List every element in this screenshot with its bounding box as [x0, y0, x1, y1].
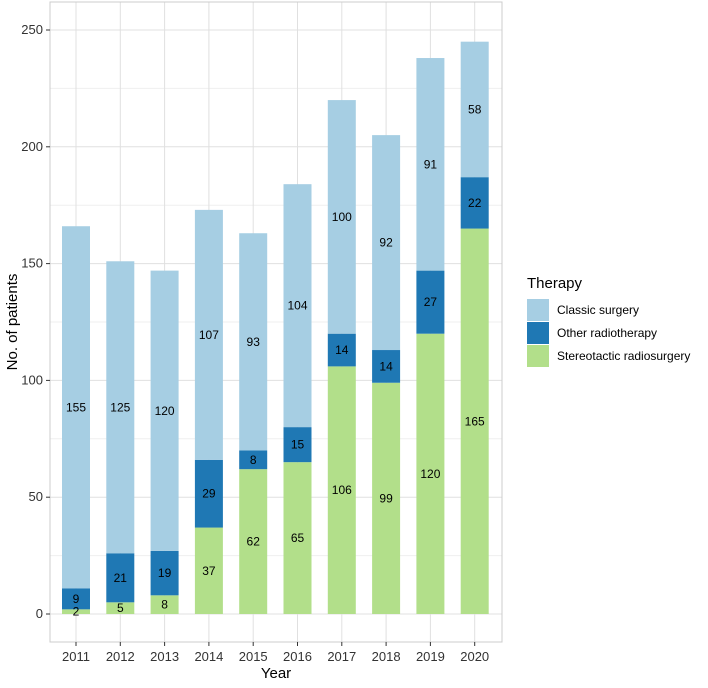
- data-label: 91: [424, 157, 438, 171]
- data-label: 107: [199, 328, 219, 342]
- data-label: 120: [420, 467, 440, 481]
- bar-segment: [106, 602, 135, 614]
- x-tick-label: 2014: [194, 649, 223, 664]
- plot-panel-border: [49, 1, 503, 643]
- bar-segment: [239, 450, 268, 470]
- data-label: 21: [114, 571, 128, 585]
- data-label: 92: [379, 236, 393, 250]
- bar-segment: [150, 270, 179, 551]
- data-label: 29: [202, 487, 216, 501]
- data-label: 93: [247, 335, 261, 349]
- data-label: 37: [202, 564, 216, 578]
- x-axis-title: Year: [261, 665, 291, 682]
- axis-layer: 0 50 100 150 200 250 2011 2012 2013 2014 2015 2016 2…: [21, 22, 489, 664]
- y-tick-label: 0: [36, 606, 43, 621]
- data-label: 99: [379, 491, 393, 505]
- y-tick-label: 100: [21, 372, 43, 387]
- data-label-layer: 29 155 5 21 125 8 19 120 37 29 107 62 8 93 65 15 104 106 1…: [66, 102, 485, 618]
- data-label: 120: [155, 404, 175, 418]
- data-label: 5: [117, 601, 124, 615]
- x-tick-label: 2011: [62, 649, 90, 664]
- bar-segment: [194, 209, 223, 460]
- x-tick-label: 2013: [150, 649, 179, 664]
- legend-title: Therapy: [527, 275, 583, 292]
- bar-segment: [327, 100, 356, 334]
- legend-key: [527, 345, 549, 367]
- y-tick-label: 250: [21, 22, 43, 37]
- data-label: 27: [424, 295, 438, 309]
- data-label: 125: [110, 400, 130, 414]
- bar-segment: [460, 41, 489, 178]
- bar-segment: [372, 382, 401, 614]
- data-label: 104: [287, 299, 307, 313]
- bar-segment: [106, 261, 135, 554]
- legend: Therapy Classic surgery Other radiotherap…: [527, 275, 690, 367]
- data-label: 165: [465, 414, 485, 428]
- x-tick-label: 2020: [460, 649, 489, 664]
- bar-segment: [327, 333, 356, 367]
- y-tick-label: 150: [21, 256, 43, 271]
- bar-segment: [416, 270, 445, 334]
- y-tick-label: 200: [21, 139, 43, 154]
- x-tick-label: 2017: [327, 649, 356, 664]
- x-tick-label: 2018: [372, 649, 401, 664]
- bar-layer: [62, 41, 489, 614]
- data-label: 65: [291, 531, 305, 545]
- data-label: 19: [158, 566, 172, 580]
- data-label: 2: [73, 605, 80, 619]
- bar-segment: [62, 226, 90, 589]
- bar-segment: [372, 135, 401, 351]
- y-axis-title: No. of patients: [4, 274, 21, 371]
- bar-segment: [372, 350, 401, 383]
- data-label: 14: [335, 343, 349, 357]
- bar-segment: [460, 228, 489, 614]
- x-tick-label: 2019: [416, 649, 445, 664]
- data-label: 58: [468, 102, 482, 116]
- data-label: 8: [161, 598, 168, 612]
- legend-label: Stereotactic radiosurgery: [557, 349, 690, 363]
- bar-segment: [327, 366, 356, 614]
- legend-label: Classic surgery: [557, 303, 639, 317]
- bar-segment: [62, 588, 90, 610]
- bar-segment: [150, 550, 179, 596]
- legend-label: Other radiotherapy: [557, 326, 657, 340]
- data-label: 9: [73, 592, 80, 606]
- legend-key: [527, 299, 549, 321]
- bar-segment: [416, 333, 445, 614]
- bar-segment: [283, 462, 312, 614]
- legend-key: [527, 322, 549, 344]
- bar-segment: [62, 609, 90, 614]
- x-tick-label: 2012: [106, 649, 135, 664]
- data-label: 14: [379, 359, 393, 373]
- bar-segment: [283, 427, 312, 463]
- x-tick-label: 2015: [239, 649, 268, 664]
- data-label: 62: [247, 535, 261, 549]
- data-label: 8: [250, 453, 257, 467]
- data-label: 100: [332, 210, 352, 224]
- bar-segment: [194, 527, 223, 614]
- data-label: 155: [66, 400, 86, 414]
- data-label: 15: [291, 438, 305, 452]
- bar-segment: [283, 184, 312, 428]
- bar-segment: [239, 233, 268, 451]
- x-tick-label: 2016: [283, 649, 312, 664]
- bar-segment: [150, 595, 179, 614]
- bar-segment: [416, 58, 445, 271]
- data-label: 22: [468, 196, 482, 210]
- bar-segment: [239, 469, 268, 614]
- y-tick-label: 50: [29, 489, 43, 504]
- data-label: 106: [332, 483, 352, 497]
- bar-segment: [194, 459, 223, 528]
- bar-segment: [106, 553, 135, 603]
- bar-segment: [460, 177, 489, 229]
